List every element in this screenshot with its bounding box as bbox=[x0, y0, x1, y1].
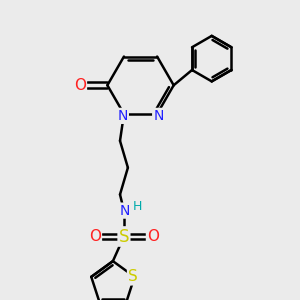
Text: O: O bbox=[89, 229, 101, 244]
Text: S: S bbox=[128, 269, 138, 284]
Text: N: N bbox=[118, 109, 128, 123]
Text: S: S bbox=[119, 227, 129, 245]
Text: N: N bbox=[119, 204, 130, 218]
Text: O: O bbox=[74, 78, 86, 93]
Text: O: O bbox=[147, 229, 159, 244]
Text: N: N bbox=[153, 109, 164, 123]
Text: H: H bbox=[133, 200, 142, 213]
